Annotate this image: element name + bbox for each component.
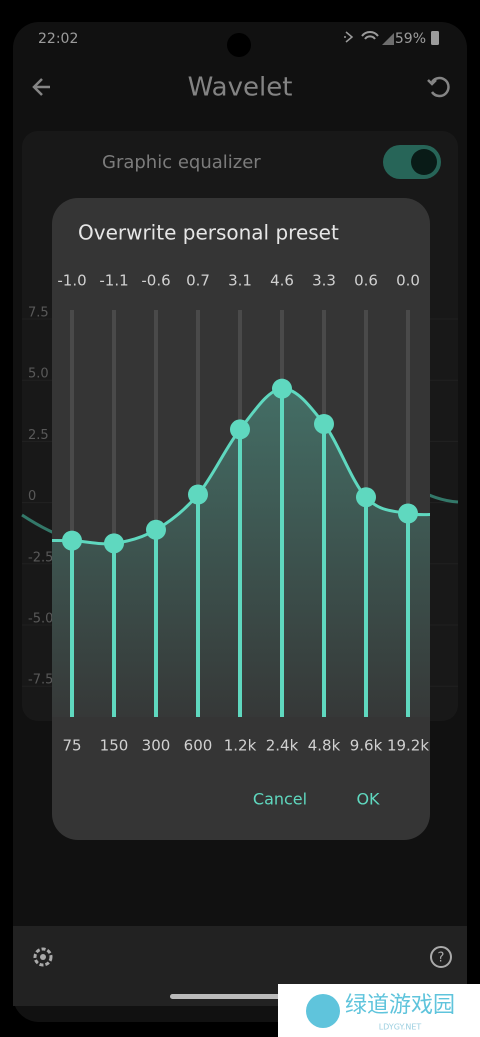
status-battery: 59% — [395, 31, 426, 47]
slider-knob[interactable] — [62, 530, 82, 551]
frequency-label: 150 — [100, 737, 129, 755]
slider-knob[interactable] — [272, 378, 292, 399]
frequency-label: 75 — [62, 737, 81, 755]
settings-icon — [33, 947, 53, 967]
background-axis-label: -7.5 — [28, 673, 53, 688]
cancel-button[interactable]: Cancel — [253, 790, 307, 809]
slider-knob[interactable] — [188, 484, 208, 505]
battery-icon — [431, 31, 439, 45]
toggle[interactable] — [383, 145, 441, 179]
reset-button[interactable] — [427, 76, 450, 98]
gain-label: 0.7 — [186, 272, 210, 290]
background-axis-label: 2.5 — [28, 428, 49, 443]
card-title: Graphic equalizer — [102, 152, 261, 173]
background-axis-label: -2.5 — [28, 550, 53, 565]
frequency-label: 1.2k — [224, 737, 257, 755]
background-axis-label: 5.0 — [28, 367, 49, 382]
signal-icon — [382, 33, 394, 45]
background-axis-label: 0 — [28, 489, 36, 504]
frequency-label: 4.8k — [308, 737, 341, 755]
background-axis-label: -5.0 — [28, 612, 53, 627]
back-button[interactable] — [32, 78, 50, 96]
frequency-label: 300 — [142, 737, 171, 755]
watermark-logo — [306, 994, 340, 1028]
gain-label: 4.6 — [270, 272, 294, 290]
equalizer: -1.0 75 -1.1 150 -0.6 300 0.7 600 3.1 1.2k 4.6 2.4k… — [52, 272, 430, 755]
watermark-name: 绿道游戏园 — [345, 993, 455, 1018]
settings-button[interactable] — [33, 947, 53, 967]
dialog-title: Overwrite personal preset — [78, 221, 339, 245]
gain-label: -1.0 — [57, 272, 86, 290]
help-button[interactable] — [430, 946, 452, 968]
ok-button[interactable]: OK — [356, 790, 380, 809]
bluetooth-icon — [344, 31, 354, 43]
toggle-thumb — [411, 149, 437, 175]
reset-icon — [430, 76, 450, 98]
app-title: Wavelet — [188, 73, 293, 103]
gain-label: 3.3 — [312, 272, 336, 290]
slider-knob[interactable] — [356, 487, 376, 508]
wifi-icon — [361, 31, 379, 40]
home-indicator — [170, 994, 310, 999]
slider-knob[interactable] — [230, 419, 250, 440]
settings-icon-center — [40, 954, 46, 960]
frequency-label: 9.6k — [350, 737, 383, 755]
help-icon: ? — [438, 951, 445, 966]
gain-label: -1.1 — [99, 272, 128, 290]
frequency-label: 2.4k — [266, 737, 299, 755]
slider-knob[interactable] — [104, 533, 124, 554]
status-time: 22:02 — [38, 31, 78, 47]
frequency-label: 600 — [184, 737, 213, 755]
gain-label: -0.6 — [141, 272, 170, 290]
background-axis-label: 7.5 — [28, 306, 49, 321]
camera — [227, 33, 251, 57]
gain-label: 3.1 — [228, 272, 252, 290]
gain-label: 0.0 — [396, 272, 420, 290]
reset-arrow — [427, 79, 437, 86]
watermark-site: LDYGY.NET — [379, 1023, 422, 1032]
slider-knob[interactable] — [398, 503, 418, 524]
slider-knob[interactable] — [146, 519, 166, 540]
slider-knob[interactable] — [314, 413, 334, 434]
gain-label: 0.6 — [354, 272, 378, 290]
frequency-label: 19.2k — [387, 737, 429, 755]
